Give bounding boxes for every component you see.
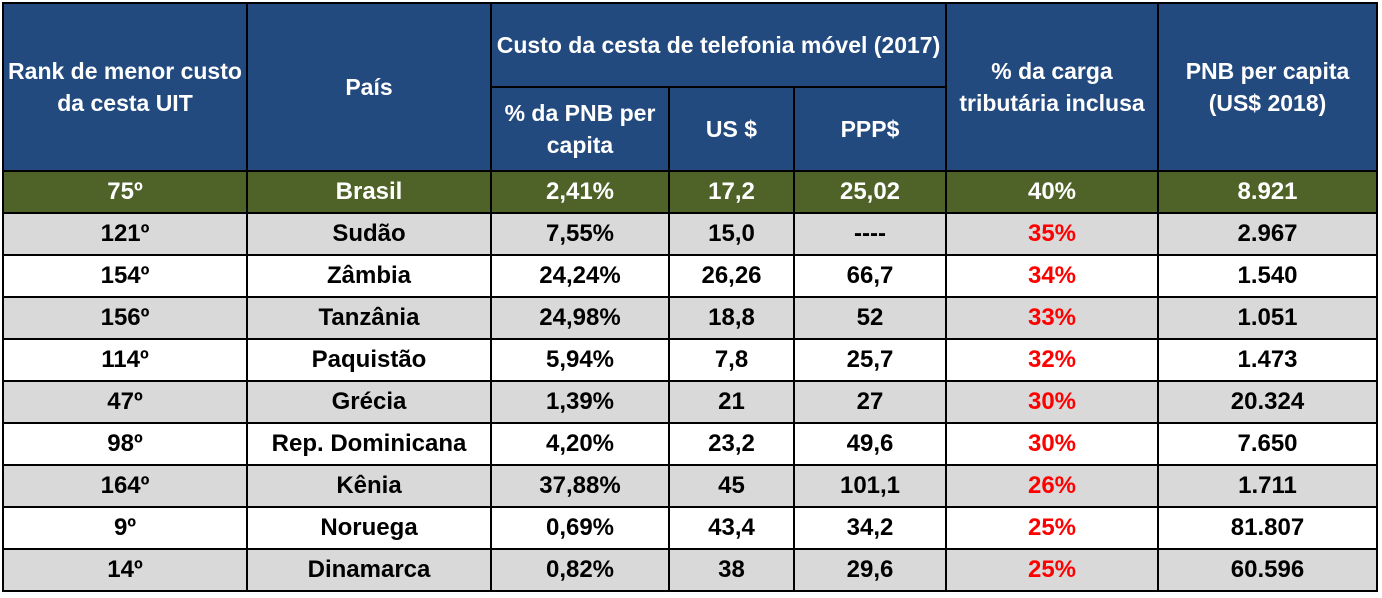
header-row-1: Rank de menor custo da cesta UIT País Cu… bbox=[2, 2, 1378, 172]
cell-usd: 43,4 bbox=[668, 506, 795, 550]
table-row-highlighted: 75º Brasil 2,41% 17,2 25,02 40% 8.921 bbox=[2, 170, 1378, 214]
cell-rank: 114º bbox=[2, 338, 248, 382]
cell-country: Grécia bbox=[246, 380, 492, 424]
table-row: 98º Rep. Dominicana 4,20% 23,2 49,6 30% 7.650 bbox=[2, 422, 1378, 466]
header-pct-gni: % da PNB per capita bbox=[490, 86, 670, 172]
cell-tax: 35% bbox=[945, 212, 1159, 256]
cell-country: Noruega bbox=[246, 506, 492, 550]
cell-ppp: 52 bbox=[793, 296, 947, 340]
cell-country: Dinamarca bbox=[246, 548, 492, 592]
table-body: 75º Brasil 2,41% 17,2 25,02 40% 8.921 121º Sudão… bbox=[2, 170, 1378, 592]
cell-pct-gni: 37,88% bbox=[490, 464, 670, 508]
cell-ppp: 101,1 bbox=[793, 464, 947, 508]
cell-tax: 30% bbox=[945, 422, 1159, 466]
cell-tax: 34% bbox=[945, 254, 1159, 298]
cell-gni: 20.324 bbox=[1157, 380, 1378, 424]
table-row: 114º Paquistão 5,94% 7,8 25,7 32% 1.473 bbox=[2, 338, 1378, 382]
cell-rank: 164º bbox=[2, 464, 248, 508]
cell-rank: 98º bbox=[2, 422, 248, 466]
cell-usd: 15,0 bbox=[668, 212, 795, 256]
cell-pct-gni: 1,39% bbox=[490, 380, 670, 424]
cell-pct-gni: 4,20% bbox=[490, 422, 670, 466]
cell-country: Tanzânia bbox=[246, 296, 492, 340]
cell-rank: 75º bbox=[2, 170, 248, 214]
cell-usd: 38 bbox=[668, 548, 795, 592]
table-row: 121º Sudão 7,55% 15,0 ---- 35% 2.967 bbox=[2, 212, 1378, 256]
cell-gni: 1.051 bbox=[1157, 296, 1378, 340]
cell-gni: 2.967 bbox=[1157, 212, 1378, 256]
cell-ppp: 25,02 bbox=[793, 170, 947, 214]
cell-country: Paquistão bbox=[246, 338, 492, 382]
table-row: 156º Tanzânia 24,98% 18,8 52 33% 1.051 bbox=[2, 296, 1378, 340]
cell-usd: 21 bbox=[668, 380, 795, 424]
cell-pct-gni: 7,55% bbox=[490, 212, 670, 256]
cell-usd: 45 bbox=[668, 464, 795, 508]
header-row-2: % da PNB per capita US $ PPP$ bbox=[3, 86, 1377, 172]
cell-rank: 154º bbox=[2, 254, 248, 298]
cell-gni: 1.711 bbox=[1157, 464, 1378, 508]
cell-country: Brasil bbox=[246, 170, 492, 214]
cell-tax: 25% bbox=[945, 548, 1159, 592]
header-usd: US $ bbox=[668, 86, 795, 172]
cell-usd: 26,26 bbox=[668, 254, 795, 298]
cell-pct-gni: 0,69% bbox=[490, 506, 670, 550]
cell-country: Rep. Dominicana bbox=[246, 422, 492, 466]
cell-gni: 1.473 bbox=[1157, 338, 1378, 382]
cell-ppp: 34,2 bbox=[793, 506, 947, 550]
cell-gni: 81.807 bbox=[1157, 506, 1378, 550]
header-gni: PNB per capita (US$ 2018) bbox=[1157, 2, 1378, 172]
cell-usd: 18,8 bbox=[668, 296, 795, 340]
cell-pct-gni: 5,94% bbox=[490, 338, 670, 382]
cell-gni: 60.596 bbox=[1157, 548, 1378, 592]
cell-rank: 121º bbox=[2, 212, 248, 256]
cell-rank: 9º bbox=[2, 506, 248, 550]
cell-pct-gni: 2,41% bbox=[490, 170, 670, 214]
table-row: 164º Kênia 37,88% 45 101,1 26% 1.711 bbox=[2, 464, 1378, 508]
cell-country: Kênia bbox=[246, 464, 492, 508]
cell-ppp: 29,6 bbox=[793, 548, 947, 592]
cell-ppp: ---- bbox=[793, 212, 947, 256]
cell-pct-gni: 0,82% bbox=[490, 548, 670, 592]
cell-tax: 25% bbox=[945, 506, 1159, 550]
cell-pct-gni: 24,24% bbox=[490, 254, 670, 298]
header-country: País bbox=[246, 2, 492, 172]
cell-ppp: 27 bbox=[793, 380, 947, 424]
header-rank: Rank de menor custo da cesta UIT bbox=[2, 2, 248, 172]
cell-rank: 156º bbox=[2, 296, 248, 340]
cell-rank: 47º bbox=[2, 380, 248, 424]
cell-gni: 7.650 bbox=[1157, 422, 1378, 466]
cell-gni: 1.540 bbox=[1157, 254, 1378, 298]
cell-country: Zâmbia bbox=[246, 254, 492, 298]
cell-pct-gni: 24,98% bbox=[490, 296, 670, 340]
table-row: 9º Noruega 0,69% 43,4 34,2 25% 81.807 bbox=[2, 506, 1378, 550]
table-row: 47º Grécia 1,39% 21 27 30% 20.324 bbox=[2, 380, 1378, 424]
cell-gni: 8.921 bbox=[1157, 170, 1378, 214]
cell-tax: 30% bbox=[945, 380, 1159, 424]
header-basket-group: Custo da cesta de telefonia móvel (2017) bbox=[490, 2, 947, 88]
cell-tax: 26% bbox=[945, 464, 1159, 508]
cell-usd: 23,2 bbox=[668, 422, 795, 466]
cell-tax: 33% bbox=[945, 296, 1159, 340]
table-row: 14º Dinamarca 0,82% 38 29,6 25% 60.596 bbox=[2, 548, 1378, 592]
header-tax: % da carga tributária inclusa bbox=[945, 2, 1159, 172]
table-row: 154º Zâmbia 24,24% 26,26 66,7 34% 1.540 bbox=[2, 254, 1378, 298]
cell-rank: 14º bbox=[2, 548, 248, 592]
cell-ppp: 66,7 bbox=[793, 254, 947, 298]
cell-tax: 32% bbox=[945, 338, 1159, 382]
cell-ppp: 49,6 bbox=[793, 422, 947, 466]
cell-ppp: 25,7 bbox=[793, 338, 947, 382]
cell-usd: 17,2 bbox=[668, 170, 795, 214]
cell-usd: 7,8 bbox=[668, 338, 795, 382]
header-ppp: PPP$ bbox=[793, 86, 947, 172]
cell-tax: 40% bbox=[945, 170, 1159, 214]
cell-country: Sudão bbox=[246, 212, 492, 256]
